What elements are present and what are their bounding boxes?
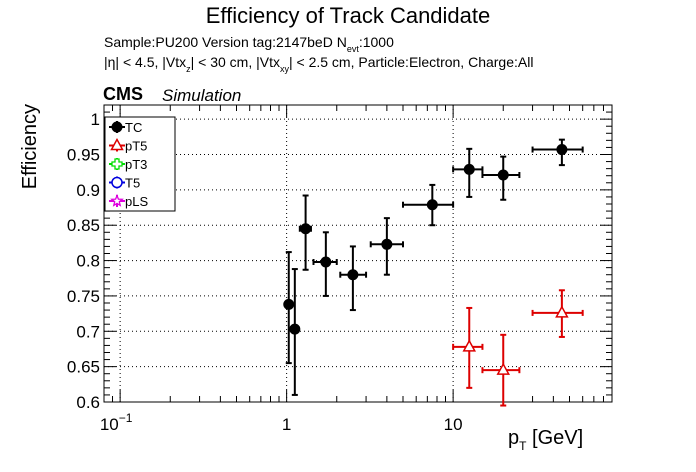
tc-data-point [402, 183, 455, 227]
x-tick-label: 1 [282, 415, 291, 434]
tc-marker [283, 298, 295, 310]
legend-entry-tc: TC [109, 120, 142, 135]
y-tick-label: 0.7 [76, 322, 100, 341]
tc-data-point [369, 217, 405, 276]
tc-marker [463, 163, 475, 175]
nevt-value: :1000 [358, 34, 394, 50]
x-axis-title-unit: [GeV] [526, 427, 583, 449]
tc-data-point [531, 138, 584, 167]
x-tick-label: 10−1 [100, 411, 133, 434]
cut-vtxxy-text: | < 2.5 cm, Particle:Electron, Charge:Al… [288, 54, 534, 70]
x-tick-exponent: −1 [119, 411, 133, 425]
legend-entry-pls: pLS [109, 193, 148, 209]
tc-marker [381, 238, 393, 250]
y-tick-label: 1 [91, 110, 100, 129]
x-axis-title-subscript: T [519, 439, 527, 453]
legend-entry-t5: T5 [109, 176, 140, 191]
y-tick-label: 0.95 [67, 146, 100, 165]
tc-marker [289, 323, 301, 335]
tc-data-point [298, 194, 312, 271]
tc-marker [320, 256, 332, 268]
simulation-label: Simulation [162, 86, 242, 105]
pt5-marker [555, 305, 569, 318]
tc-marker [497, 169, 509, 181]
vtx-xy-subscript: xy [279, 64, 289, 74]
y-tick-label: 0.75 [67, 287, 100, 306]
legend-marker-pt3 [111, 158, 123, 170]
y-axis-title: Efficiency [19, 104, 41, 189]
legend-marker-t5 [111, 176, 123, 189]
x-axis-title: pT [GeV] [508, 427, 583, 453]
legend-entry-pt3: pT3 [109, 157, 147, 172]
legend-label-pls: pLS [125, 194, 148, 209]
pt5-marker [496, 362, 511, 375]
y-tick-label: 0.65 [67, 358, 100, 377]
y-tick-label: 0.6 [76, 393, 100, 412]
legend-marker-tc [111, 121, 123, 133]
tc-data-point [283, 251, 295, 365]
nevt-subscript: evt [346, 44, 359, 54]
legend-label-t5: T5 [125, 176, 140, 191]
legend-entry-pt5: pT5 [109, 137, 147, 154]
tc-marker [556, 144, 568, 156]
tc-marker [426, 199, 438, 211]
legend-label-pt3: pT3 [125, 157, 147, 172]
legend-label-pt5: pT5 [125, 139, 147, 154]
cms-label: CMS [103, 84, 143, 104]
tc-data-point [481, 155, 521, 201]
tc-data-point [452, 147, 484, 198]
tc-data-point [312, 231, 338, 297]
y-tick-label: 0.85 [67, 216, 100, 235]
tc-marker [300, 223, 312, 235]
y-tick-label: 0.8 [76, 252, 100, 271]
pt5-data-point [452, 306, 484, 389]
legend-label-tc: TC [125, 120, 142, 135]
cut-vtxz-text: | < 30 cm, |Vtx [190, 54, 280, 70]
y-tick-label: 0.9 [76, 181, 100, 200]
pt5-data-point [531, 289, 584, 338]
vtx-z-subscript: z [186, 64, 191, 74]
tc-data-point [339, 245, 368, 312]
legend-marker-pt5 [110, 137, 124, 151]
legend-marker-pls [110, 193, 124, 207]
sample-info-line: Sample:PU200 Version tag:2147beD Nevt:10… [104, 34, 394, 54]
tc-marker [347, 269, 359, 281]
selection-cuts-line: |η| < 4.5, |Vtxz| < 30 cm, |Vtxxy| < 2.5… [104, 54, 534, 74]
pt5-marker [462, 339, 477, 352]
pt5-data-point [481, 333, 521, 407]
sample-info-text: Sample:PU200 Version tag:2147beD N [104, 34, 347, 50]
tc-data-point [289, 268, 301, 396]
cut-eta-text: |η| < 4.5, |Vtx [104, 54, 187, 70]
chart-title: Efficiency of Track Candidate [205, 3, 491, 28]
x-tick-label: 10 [444, 415, 463, 434]
